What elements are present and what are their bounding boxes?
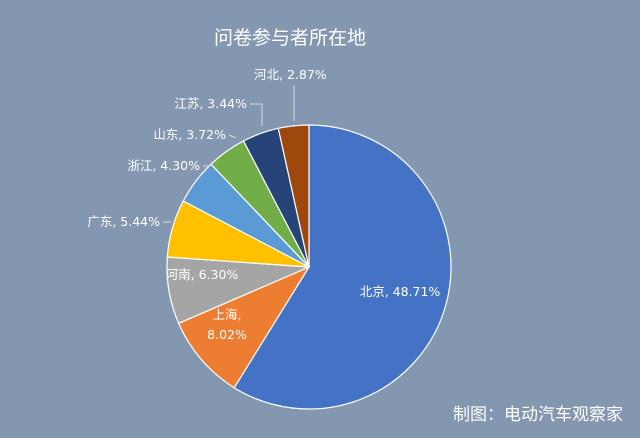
pie-slices: [166, 124, 452, 410]
slice-label-3: 河南, 6.30%: [166, 267, 239, 282]
chart-credit: 制图：电动汽车观察家: [453, 405, 623, 425]
leader-line-7: [250, 103, 263, 126]
slice-labels: 北京, 48.71% 上海, 8.02% 河南, 6.30% 广东, 5.44% 浙江, …: [87, 67, 440, 342]
slice-label-1: 北京, 48.71%: [360, 284, 441, 299]
slice-label-2: 上海, 8.02%: [207, 307, 247, 342]
chart-title: 问卷参与者所在地: [214, 27, 366, 49]
slice-label-5: 浙江, 4.30%: [127, 158, 200, 173]
leader-lines: [163, 85, 295, 223]
slice-label-6: 山东, 3.72%: [153, 127, 226, 142]
pie-slice-8: [277, 124, 310, 268]
pie-slice-1: [233, 124, 452, 410]
slice-label-8: 河北, 2.87%: [254, 67, 327, 82]
slice-label-7: 江苏, 3.44%: [174, 96, 247, 111]
slice-label-4: 广东, 5.44%: [87, 214, 160, 229]
leader-line-6: [228, 134, 237, 139]
pie-slice-2: [177, 265, 311, 389]
